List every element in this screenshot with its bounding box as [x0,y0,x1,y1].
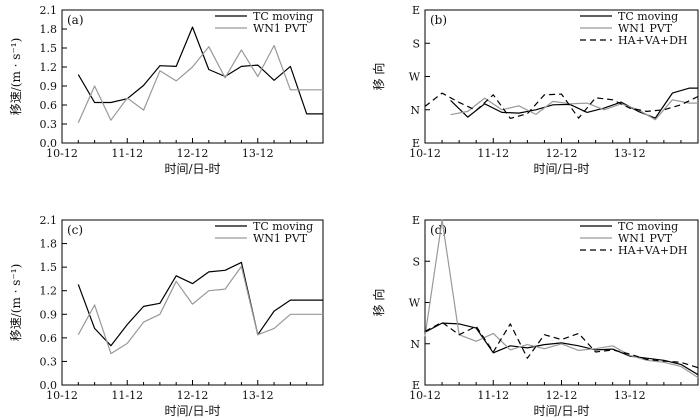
panel-c: 10-12 11-12 12-12 13-12 0.0 0.3 0.6 0.9 1.2 1.5 1.… [9,214,324,418]
panel-c-y-tick-label: 1.2 [40,285,58,298]
panel-b-y-axis-label: 移 向 [371,63,386,91]
panel-a-legend-label: WN1 PVT [253,22,308,35]
panel-b-x-tick-label: 10-12 [409,147,441,160]
panel-a-legend-label: TC moving [253,10,313,23]
panel-c-y-tick-label: 1.8 [40,238,58,251]
panel-d-series-line-1 [424,322,699,376]
panel-d-series-line-3 [424,321,699,369]
panel-c-series-line-1 [77,261,323,347]
panel-d-legend-label: TC moving [618,220,678,233]
panel-a-y-tick-label: 0.0 [40,137,58,150]
panel-a-y-tick-label: 0.6 [40,99,58,112]
panel-c-y-axis-label: 移速/(m · s⁻¹) [9,264,23,342]
panel-a-x-tick-label: 12-12 [177,147,209,160]
panel-a-series-line-2 [77,44,323,123]
panel-d-legend-label: HA+VA+DH [618,244,688,257]
panel-b-legend-label: HA+VA+DH [618,34,688,47]
panel-a-x-tick-label: 10-12 [46,147,78,160]
panel-b-legend-label: WN1 PVT [618,22,673,35]
panel-b: 10-12 11-12 12-12 13-12 E N W S E 时间/日-时 移 向 (b) TC … [371,4,699,176]
panel-d-x-tick-label: 13-12 [614,389,646,402]
panel-c-y-tick-label: 0.3 [40,355,58,368]
panel-c-legend-label: TC moving [253,220,313,233]
panel-b-series-line-3 [424,92,699,120]
panel-b-x-tick-label: 13-12 [614,147,646,160]
panel-b-x-tick-label: 12-12 [546,147,578,160]
panel-c-x-axis-label: 时间/日-时 [164,404,220,418]
panel-c-x-tick-label: 13-12 [242,389,274,402]
panel-b-y-tick-label: S [412,37,420,50]
panel-c-y-tick-label: 0.9 [40,308,58,321]
panel-a-x-tick-label: 11-12 [111,147,143,160]
panel-c-series-line-2 [77,265,323,355]
panel-a-y-axis-label: 移速/(m · s⁻¹) [9,38,23,116]
panel-b-y-tick-label: E [412,4,420,17]
panel-a-y-tick-label: 0.9 [40,80,58,93]
panel-a-y-tick-label: 1.2 [40,61,58,74]
panel-b-panel-label: (b) [430,13,447,27]
panel-d-series-line-2 [424,219,699,379]
panel-d-y-axis-label: 移 向 [371,289,386,317]
panel-a-y-tick-label: 0.3 [40,118,58,131]
panel-d-legend-label: WN1 PVT [618,232,673,245]
panel-b-x-axis-label: 时间/日-时 [533,162,589,176]
panel-a-x-axis-label: 时间/日-时 [164,162,220,176]
panel-d-y-tick-label: E [412,214,420,227]
panel-c-x-tick-label: 12-12 [177,389,209,402]
panel-d-x-axis-label: 时间/日-时 [533,404,589,418]
panel-d-y-tick-label: W [409,297,421,310]
panel-d-x-tick-label: 10-12 [409,389,441,402]
panel-d-x-tick-label: 12-12 [546,389,578,402]
panel-a-y-tick-label: 1.5 [40,42,58,55]
panel-b-y-tick-label: E [412,137,420,150]
panel-a-panel-label: (a) [67,13,84,27]
panel-a-y-tick-label: 2.1 [40,4,58,17]
panel-b-legend-label: TC moving [618,10,678,23]
panel-a-series-line-1 [77,26,323,115]
panel-b-y-tick-label: N [410,104,420,117]
panel-c-panel-label: (c) [67,223,83,237]
panel-c-y-tick-label: 1.5 [40,261,58,274]
panel-c-x-tick-label: 11-12 [111,389,143,402]
panel-b-y-tick-label: W [409,71,421,84]
panel-b-series-line-2 [450,97,698,121]
panel-c-y-tick-label: 0.0 [40,379,58,392]
panel-c-y-tick-label: 2.1 [40,214,58,227]
panel-c-legend-label: WN1 PVT [253,232,308,245]
panel-c-x-tick-label: 10-12 [46,389,78,402]
panel-d-y-tick-label: N [410,338,420,351]
panel-d-y-tick-label: E [412,379,420,392]
panel-b-x-tick-label: 11-12 [477,147,509,160]
panel-a-x-tick-label: 13-12 [242,147,274,160]
panel-b-series-line-1 [450,87,698,119]
panel-c-y-tick-label: 0.6 [40,332,58,345]
panel-d-x-tick-label: 11-12 [477,389,509,402]
panel-a: 10-12 11-12 12-12 13-12 0.0 0.3 0.6 0.9 1.2 1.5 1.… [9,4,324,176]
panel-d-y-tick-label: S [412,255,420,268]
panel-a-y-tick-label: 1.8 [40,23,58,36]
